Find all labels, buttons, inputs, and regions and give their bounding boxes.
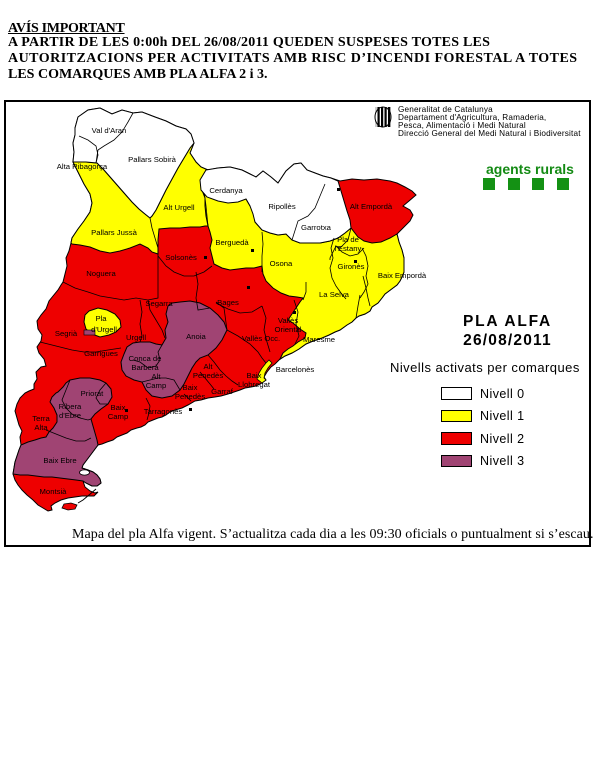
svg-text:l'Estany: l'Estany [335,244,362,253]
svg-text:Bages: Bages [217,298,239,307]
svg-text:Llobregat: Llobregat [238,380,271,389]
svg-text:Tarragonès: Tarragonès [144,407,183,416]
svg-text:Alt: Alt [152,372,162,381]
svg-text:Garraf: Garraf [211,387,234,396]
svg-text:La Selva: La Selva [319,290,350,299]
svg-text:Priorat: Priorat [81,389,105,398]
svg-text:Alt Urgell: Alt Urgell [163,203,194,212]
svg-text:Penedès: Penedès [193,371,224,380]
svg-text:Noguera: Noguera [86,269,116,278]
svg-text:Alt Empordà: Alt Empordà [350,202,393,211]
svg-text:Urgell: Urgell [126,333,146,342]
svg-text:Pallars Jussà: Pallars Jussà [91,228,137,237]
svg-text:Alt: Alt [204,362,214,371]
svg-text:d'Ebre: d'Ebre [59,411,81,420]
svg-text:Baix: Baix [247,371,262,380]
svg-text:Pallars Sobirà: Pallars Sobirà [128,155,177,164]
svg-text:Berguedà: Berguedà [215,238,249,247]
svg-text:Barcelonès: Barcelonès [276,365,315,374]
svg-text:Gironès: Gironès [338,262,365,271]
svg-text:Anoia: Anoia [186,332,206,341]
svg-text:Ribera: Ribera [59,402,82,411]
svg-text:Garrotxa: Garrotxa [301,223,332,232]
svg-text:Garrigues: Garrigues [84,349,118,358]
svg-text:Terra: Terra [32,414,50,423]
svg-text:Baix: Baix [111,403,126,412]
svg-text:Penedès: Penedès [175,392,206,401]
svg-text:Camp: Camp [108,412,129,421]
svg-text:Conca de: Conca de [129,354,162,363]
svg-text:Baix Empordà: Baix Empordà [378,271,427,280]
svg-text:Alta: Alta [34,423,48,432]
svg-text:Baix: Baix [183,383,198,392]
svg-text:Val d'Aran: Val d'Aran [92,126,127,135]
svg-text:Cerdanya: Cerdanya [209,186,243,195]
svg-text:Segarra: Segarra [145,299,173,308]
svg-text:Barberà: Barberà [131,363,159,372]
svg-text:Camp: Camp [146,381,167,390]
svg-text:Osona: Osona [270,259,293,268]
svg-text:Montsià: Montsià [40,487,68,496]
svg-text:Segrià: Segrià [55,329,78,338]
svg-text:Baix Ebre: Baix Ebre [43,456,76,465]
svg-text:Ripollès: Ripollès [268,202,296,211]
svg-text:Alta Ribagorça: Alta Ribagorça [57,162,108,171]
svg-text:Pla de: Pla de [337,235,359,244]
svg-text:Vallès: Vallès [278,316,299,325]
svg-text:Pla: Pla [95,314,107,323]
svg-text:Maresme: Maresme [303,335,335,344]
svg-text:d'Urgell: d'Urgell [91,325,117,334]
svg-text:Vallès Occ.: Vallès Occ. [242,334,280,343]
svg-text:Solsonès: Solsonès [165,253,197,262]
svg-text:Oriental: Oriental [275,325,302,334]
